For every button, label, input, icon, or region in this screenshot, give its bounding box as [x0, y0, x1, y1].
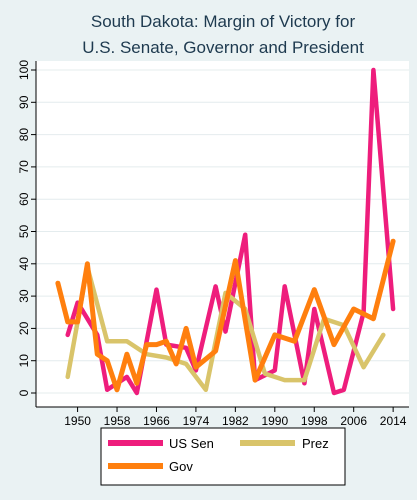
y-tick-label: 100 — [17, 60, 31, 80]
legend-label-us-sen: US Sen — [169, 436, 214, 451]
series-line-gov — [55, 238, 396, 393]
y-tick-label: 90 — [17, 95, 31, 109]
y-tick-label: 0 — [17, 389, 31, 396]
x-tick-label: 1958 — [104, 414, 131, 428]
x-tick-label: 2014 — [380, 414, 407, 428]
x-tick-label: 1974 — [183, 414, 210, 428]
legend: US Sen Prez Gov — [100, 427, 346, 486]
y-tick-label: 40 — [17, 257, 31, 271]
axes: 0 10 20 30 40 50 60 70 80 90 100 1950 1958 1966 1974 19… — [17, 60, 409, 428]
legend-label-gov: Gov — [169, 459, 193, 474]
x-tick-label: 1998 — [301, 414, 328, 428]
chart-title: South Dakota: Margin of Victory for — [91, 12, 356, 31]
x-tick-label: 1990 — [261, 414, 288, 428]
y-tick-label: 50 — [17, 225, 31, 239]
legend-box — [100, 427, 346, 486]
series-lines — [55, 67, 396, 396]
x-tick-label: 1966 — [143, 414, 170, 428]
legend-label-prez: Prez — [302, 436, 329, 451]
series-line-prez — [65, 264, 386, 393]
x-tick-label: 1982 — [222, 414, 249, 428]
x-tick-label: 1950 — [64, 414, 91, 428]
x-tick-label: 2006 — [340, 414, 367, 428]
y-tick-label: 80 — [17, 128, 31, 142]
y-tick-label: 10 — [17, 354, 31, 368]
y-tick-label: 70 — [17, 160, 31, 174]
y-tick-label: 30 — [17, 289, 31, 303]
y-tick-label: 60 — [17, 192, 31, 206]
chart-subtitle: U.S. Senate, Governor and President — [82, 38, 364, 57]
grid-lines — [36, 69, 409, 394]
y-tick-label: 20 — [17, 321, 31, 335]
